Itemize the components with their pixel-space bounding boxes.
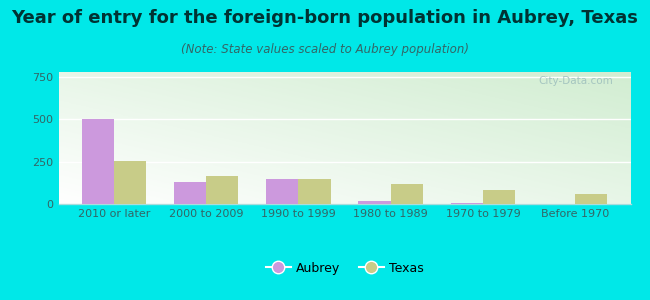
Bar (358, 201, 391, 204)
Bar (174, 182, 206, 204)
Bar (206, 176, 239, 204)
Bar (450, 203, 483, 204)
Bar (81, 118, 114, 204)
Text: City-Data.com: City-Data.com (539, 76, 614, 86)
Text: Year of entry for the foreign-born population in Aubrey, Texas: Year of entry for the foreign-born popul… (12, 9, 638, 27)
Bar (575, 194, 608, 204)
Bar (114, 161, 146, 204)
Bar (391, 184, 423, 204)
Bar (298, 178, 331, 204)
Bar (266, 178, 298, 204)
Text: (Note: State values scaled to Aubrey population): (Note: State values scaled to Aubrey pop… (181, 44, 469, 56)
Bar (483, 190, 515, 204)
Legend: Aubrey, Texas: Aubrey, Texas (261, 256, 428, 280)
